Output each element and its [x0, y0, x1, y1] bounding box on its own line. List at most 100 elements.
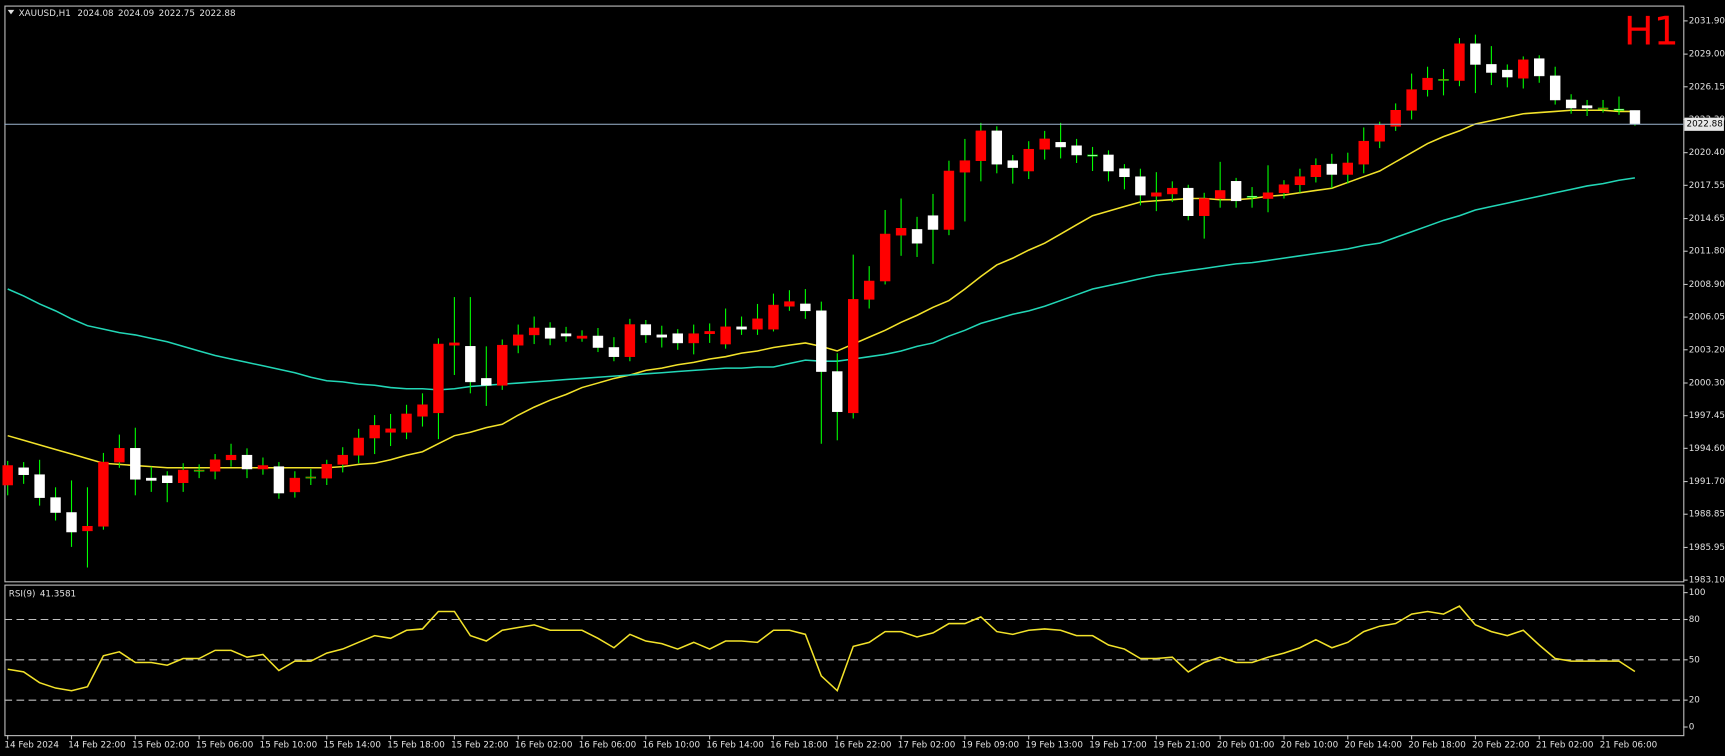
candle-body [130, 448, 141, 480]
x-tick-label: 15 Feb 14:00 [323, 740, 381, 750]
candle-body [879, 233, 891, 282]
candle-body [257, 465, 269, 470]
y-tick-label: 1985.95 [1689, 543, 1725, 553]
y-tick-label: 100 [1689, 588, 1706, 598]
candle-body [1262, 192, 1274, 199]
candle-body [1374, 124, 1385, 142]
candle-body [1198, 198, 1210, 216]
candle-body [1278, 184, 1290, 194]
candle-body [1087, 154, 1098, 157]
candle-body [433, 343, 444, 414]
candle-body [544, 327, 556, 339]
candle-body [704, 331, 715, 335]
y-tick-label: 50 [1689, 655, 1700, 665]
candle-body [1613, 108, 1625, 111]
x-tick-label: 16 Feb 02:00 [515, 740, 573, 750]
candle-body [688, 333, 699, 344]
candle-body [385, 428, 396, 433]
candle-body [417, 404, 428, 417]
candle-body [497, 344, 508, 386]
x-tick-label: 19 Feb 21:00 [1153, 740, 1211, 750]
y-tick-label: 1983.10 [1689, 576, 1725, 586]
candle-body [1135, 176, 1146, 196]
x-tick-label: 19 Feb 09:00 [962, 740, 1020, 750]
candle-body [1294, 176, 1306, 186]
y-tick-label: 1991.70 [1689, 477, 1725, 487]
candle-body [1230, 181, 1242, 202]
indicator-title: RSI(9) [9, 589, 36, 599]
candle-body [225, 454, 237, 461]
candle-body [401, 413, 412, 433]
x-tick-label: 15 Feb 22:00 [451, 740, 509, 750]
candle-body [768, 304, 779, 330]
y-tick-label: 2011.80 [1689, 247, 1725, 257]
chart-header: XAUUSD,H1 2024.08 2024.09 2022.75 2022.88 [19, 9, 236, 19]
indicator-line [7, 605, 1636, 693]
candle-body [959, 160, 971, 173]
x-tick-label: 16 Feb 10:00 [643, 740, 701, 750]
candle-body [1007, 160, 1018, 168]
candle-body [800, 303, 811, 312]
candle-body [82, 525, 93, 532]
candle-body [146, 477, 157, 481]
candle-body [1342, 162, 1354, 175]
candle-body [624, 324, 636, 357]
candle-body [1103, 154, 1114, 172]
candle-body [305, 476, 317, 479]
last-price-label: 2022.88 [1687, 120, 1723, 130]
candle-body [1565, 99, 1577, 109]
x-tick-label: 20 Feb 10:00 [1281, 740, 1339, 750]
candle-body [337, 454, 348, 465]
candle-body [816, 310, 827, 372]
main-panel [4, 5, 1685, 583]
last-price-box [1684, 117, 1724, 131]
candle-body [66, 512, 77, 533]
candle-body [1454, 43, 1465, 81]
y-tick-label: 2017.55 [1689, 181, 1725, 191]
last-close: 2022.88 [199, 9, 235, 19]
x-tick-label: 20 Feb 22:00 [1472, 740, 1530, 750]
candle-body [1502, 69, 1513, 78]
candle-body [832, 371, 843, 412]
candle-body [1438, 79, 1449, 81]
indicator-header: RSI(9) 41.3581 [9, 589, 76, 599]
last-open: 2024.08 [77, 9, 113, 19]
y-tick-label: 2000.30 [1689, 379, 1725, 389]
candle-body [209, 459, 221, 472]
candle-body [1214, 190, 1226, 199]
candle-body [528, 327, 540, 336]
x-tick-label: 17 Feb 02:00 [898, 740, 956, 750]
last-low: 2022.75 [159, 9, 195, 19]
candle-body [943, 170, 955, 230]
candle-body [672, 333, 683, 344]
candle-body [449, 342, 460, 346]
x-tick-label: 21 Feb 06:00 [1600, 740, 1658, 750]
candle-body [465, 346, 476, 383]
x-tick-label: 15 Feb 10:00 [260, 740, 318, 750]
candle-body [1023, 148, 1034, 172]
candle-body [1518, 59, 1529, 79]
candle-body [369, 425, 380, 439]
y-tick-label: 2026.15 [1689, 82, 1725, 92]
candle-body [863, 280, 875, 300]
x-tick-label: 19 Feb 13:00 [1025, 740, 1083, 750]
x-tick-label: 15 Feb 18:00 [387, 740, 445, 750]
y-tick-label: 2006.05 [1689, 313, 1725, 323]
candle-body [895, 228, 907, 236]
x-tick-label: 16 Feb 22:00 [834, 740, 892, 750]
indicator-last-value: 41.3581 [40, 589, 76, 599]
x-tick-label: 15 Feb 06:00 [196, 740, 254, 750]
y-tick-label: 20 [1689, 696, 1700, 706]
candle-body [353, 437, 364, 456]
candle-body [911, 229, 923, 244]
candle-body [1486, 64, 1497, 73]
candle-body [1167, 187, 1178, 195]
candle-body [752, 318, 763, 330]
candle-body [576, 335, 588, 339]
candle-body [162, 475, 173, 483]
x-tick-label: 14 Feb 2024 [4, 740, 59, 750]
candle-body [1390, 109, 1401, 127]
